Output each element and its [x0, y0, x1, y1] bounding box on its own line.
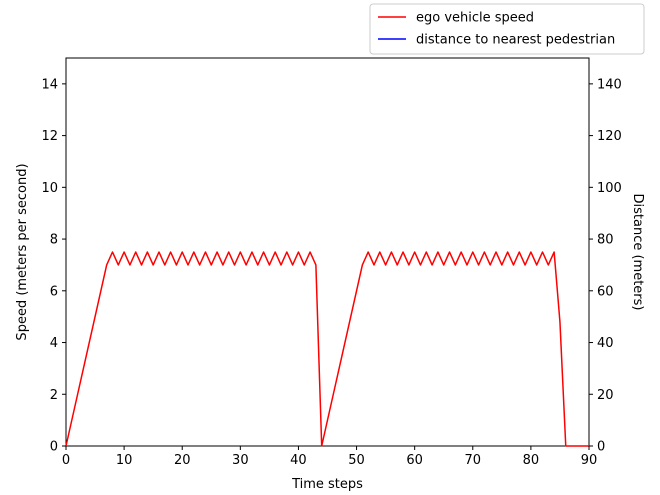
x-tick-label: 0	[62, 453, 70, 468]
y-axis-ticks: 0 2 4 6 8 10 12 14	[41, 77, 66, 455]
y-tick-label: 4	[50, 336, 58, 351]
series-line-0	[65, 251, 589, 447]
x-tick-label: 10	[116, 453, 133, 468]
x-tick-label: 70	[465, 453, 482, 468]
y-tick-label: 12	[41, 129, 58, 144]
legend-box	[369, 3, 645, 55]
y2-tick-label: 140	[597, 77, 622, 92]
y-tick-label: 14	[41, 77, 58, 92]
x-tick-label: 40	[290, 453, 307, 468]
y-tick-label: 2	[50, 388, 58, 403]
x-tick-label: 80	[523, 453, 540, 468]
x-tick-label: 90	[581, 453, 598, 468]
x-axis-ticks: 0 10 20 30 40 50 60 70 80 90	[62, 446, 597, 468]
y-tick-label: 10	[41, 181, 58, 196]
y-tick-label: 8	[50, 233, 58, 248]
y2-tick-label: 60	[597, 284, 614, 299]
legend-label: ego vehicle speed	[416, 11, 534, 26]
legend: ego vehicle speed distance to nearest ped…	[369, 3, 645, 55]
y2-axis-ticks: 0 20 40 60 80 100 120 140	[589, 77, 622, 455]
y2-tick-label: 40	[597, 336, 614, 351]
plot-frame	[65, 57, 590, 447]
y2-tick-label: 120	[597, 129, 622, 144]
x-tick-label: 20	[174, 453, 191, 468]
x-tick-label: 50	[348, 453, 365, 468]
y-tick-label: 0	[50, 440, 58, 455]
y-tick-label: 6	[50, 284, 58, 299]
y2-axis-label: Distance (meters)	[630, 194, 645, 311]
legend-label: distance to nearest pedestrian	[416, 33, 615, 48]
x-axis-label: Time steps	[291, 477, 363, 492]
x-tick-label: 60	[406, 453, 423, 468]
y2-tick-label: 20	[597, 388, 614, 403]
x-tick-label: 30	[232, 453, 249, 468]
y2-tick-label: 0	[597, 440, 605, 455]
y2-tick-label: 80	[597, 233, 614, 248]
y2-tick-label: 100	[597, 181, 622, 196]
y-axis-label: Speed (meters per second)	[15, 163, 30, 340]
series-layer	[65, 251, 589, 447]
